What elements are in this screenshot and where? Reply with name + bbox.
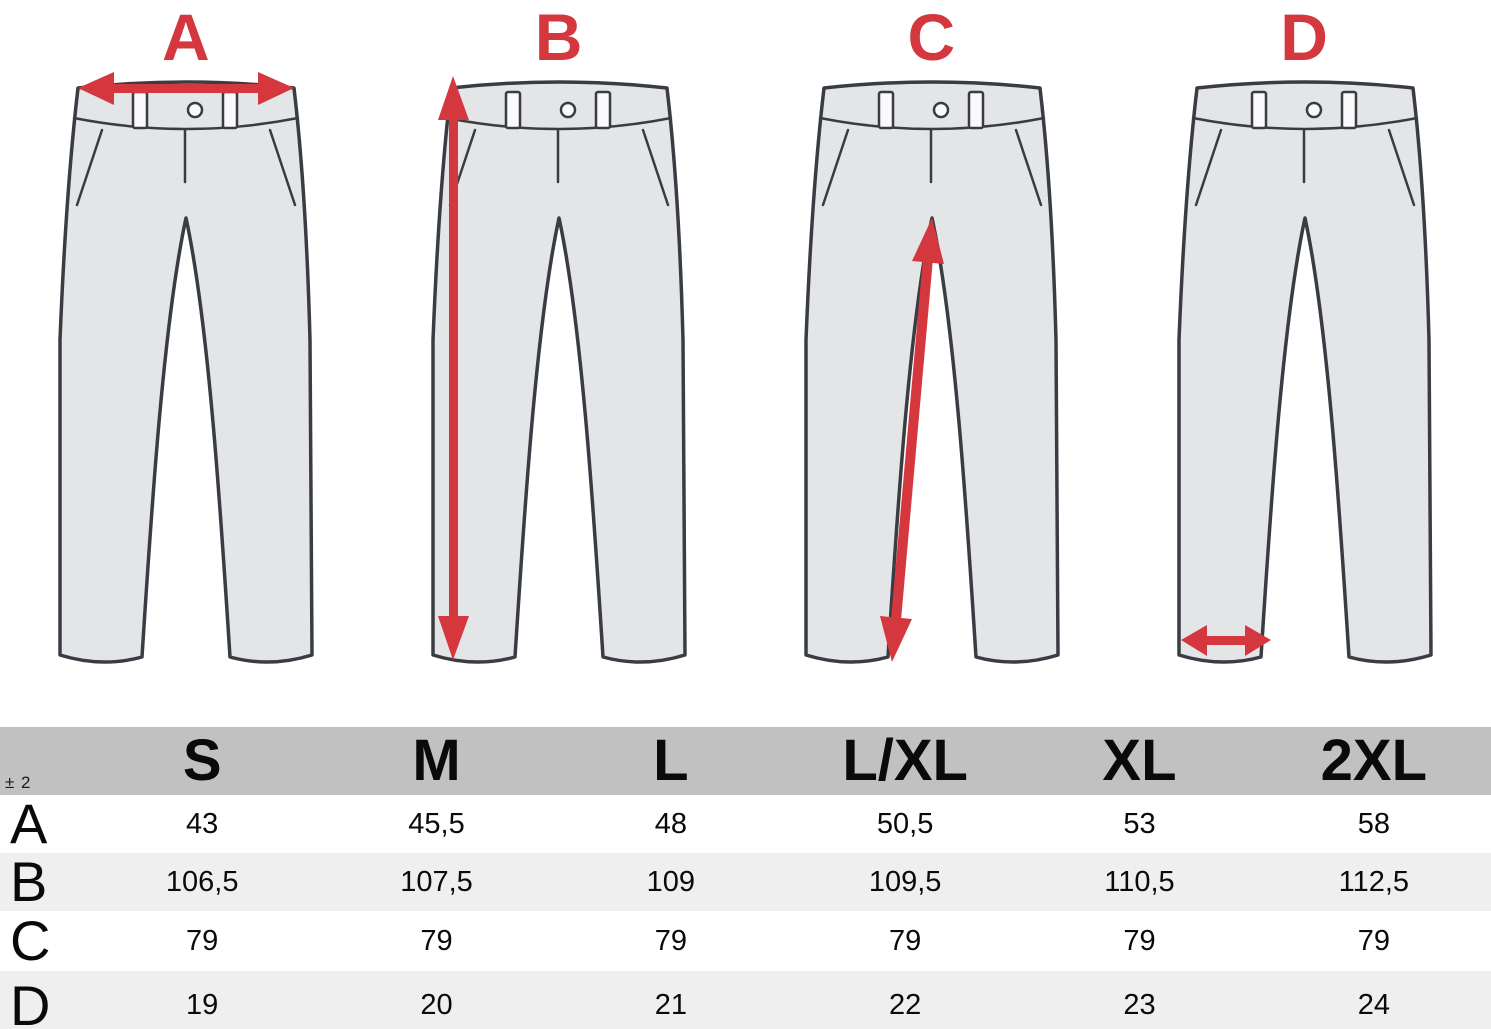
pants-diagram-d: [1176, 80, 1433, 664]
figure-label-b: B: [534, 0, 584, 74]
measurements-table: ± 2 S M L L/XL XL 2XL A 43 45,5 48 50,5: [0, 727, 1491, 1029]
cell-c-xl: 79: [1123, 924, 1156, 957]
cell-d-2xl: 24: [1357, 989, 1390, 1021]
pants-diagram-c: [804, 80, 1060, 664]
cell-c-m: 79: [420, 924, 453, 957]
row-label-c: C: [10, 909, 51, 972]
figure-waist-width: A: [0, 0, 373, 727]
table-row-d: D 19 20 21 22 23 24: [0, 971, 1491, 1029]
size-col-lxl: L/XL: [842, 728, 968, 793]
waist-width-arrow-icon: [78, 72, 295, 105]
cell-a-s: 43: [186, 807, 219, 840]
cell-d-l: 21: [654, 989, 687, 1021]
cell-b-s: 106,5: [165, 865, 239, 898]
figure-side-length: B: [373, 0, 746, 727]
figure-label-c: C: [907, 0, 957, 74]
size-table: ± 2 S M L L/XL XL 2XL A 43 45,5 48 50,5: [0, 727, 1491, 1029]
figure-label-a: A: [162, 0, 211, 74]
cell-d-lxl: 22: [889, 989, 922, 1021]
inseam-arrow-icon: [879, 218, 944, 662]
leg-opening-arrow-icon: [1180, 625, 1271, 656]
cell-c-2xl: 79: [1357, 924, 1390, 957]
cell-b-xl: 110,5: [1104, 865, 1175, 898]
cell-a-lxl: 50,5: [876, 807, 934, 840]
figure-leg-opening: D: [1118, 0, 1491, 727]
figure-inseam: C: [746, 0, 1119, 727]
tolerance-note: ± 2: [5, 773, 32, 792]
size-col-l: L: [653, 728, 689, 793]
cell-d-xl: 23: [1123, 989, 1156, 1021]
cell-a-2xl: 58: [1357, 807, 1390, 840]
cell-b-l: 109: [646, 865, 696, 898]
cell-c-l: 79: [654, 924, 687, 957]
row-label-b: B: [10, 850, 48, 913]
cell-c-lxl: 79: [889, 924, 922, 957]
measurement-diagrams: A B C: [0, 0, 1491, 727]
size-col-xl: XL: [1102, 728, 1177, 793]
figure-label-d: D: [1280, 0, 1329, 74]
table-row-c: C 79 79 79 79 79 79: [0, 911, 1491, 971]
side-length-arrow-icon: [438, 76, 470, 660]
cell-b-lxl: 109,5: [868, 865, 942, 898]
size-col-s: S: [182, 728, 222, 793]
size-header-row: ± 2 S M L L/XL XL 2XL: [0, 727, 1491, 795]
pants-diagram-b: [431, 76, 687, 664]
table-row-b: B 106,5 107,5 109 109,5 110,5 112,5: [0, 853, 1491, 911]
cell-a-xl: 53: [1123, 807, 1156, 840]
cell-d-m: 20: [420, 989, 453, 1021]
cell-b-2xl: 112,5: [1338, 865, 1410, 898]
cell-b-m: 107,5: [400, 865, 473, 898]
size-col-m: M: [412, 728, 461, 793]
pants-diagram-a: [58, 72, 315, 664]
cell-a-l: 48: [654, 807, 687, 840]
size-col-2xl: 2XL: [1320, 728, 1427, 793]
row-label-a: A: [10, 792, 48, 855]
cell-a-m: 45,5: [408, 807, 465, 840]
cell-c-s: 79: [186, 924, 219, 957]
cell-d-s: 19: [186, 989, 219, 1021]
row-label-d: D: [10, 973, 51, 1029]
tolerance-cell: ± 2: [0, 727, 85, 795]
table-row-a: A 43 45,5 48 50,5 53 58: [0, 795, 1491, 853]
